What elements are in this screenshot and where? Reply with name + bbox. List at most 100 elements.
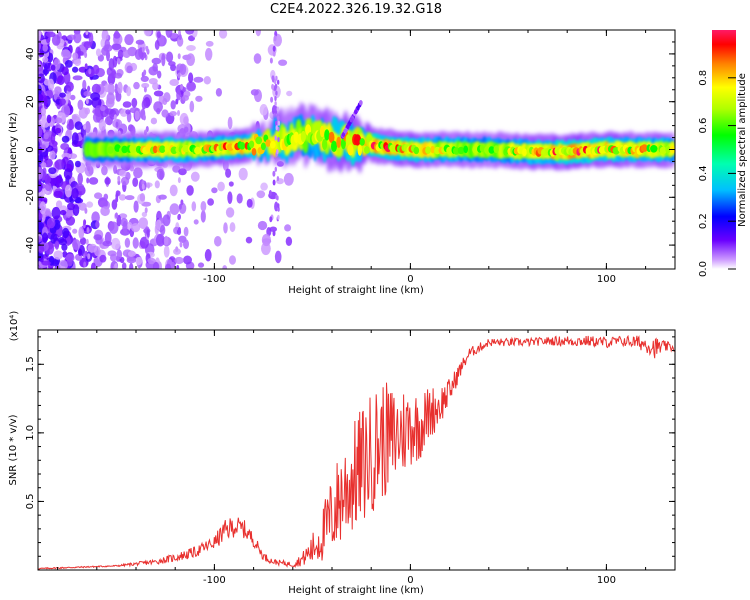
- spectrogram-wisp-blob: [277, 203, 280, 209]
- spectrogram-wisp-blob: [276, 106, 279, 112]
- spectrogram-streak-blob: [84, 63, 88, 70]
- spectrogram-wisp-blob: [274, 101, 277, 107]
- spectrogram-ridge-blob: [130, 145, 138, 153]
- spectrogram-streak-blob: [143, 52, 147, 59]
- spectrogram-y-ticks: -40 -20 0 20 40: [25, 29, 675, 270]
- spectrogram-noise-blob: [39, 257, 44, 263]
- spectrogram-noise-blob: [55, 175, 60, 189]
- spectrogram-streak-blob: [147, 182, 150, 189]
- spectrogram-noise-blob: [284, 224, 292, 232]
- spectrogram-noise-blob: [93, 234, 102, 241]
- spectrogram-noise-blob: [278, 59, 288, 66]
- spectrogram-noise-blob: [176, 36, 184, 47]
- spectrogram-noise-blob: [53, 250, 63, 260]
- spectrogram-noise-blob: [148, 78, 158, 85]
- spectrogram-noise-blob: [58, 238, 68, 246]
- spectrogram-noise-blob: [155, 233, 165, 247]
- spectrogram-noise-blob: [77, 99, 84, 111]
- spectrogram-noise-blob: [161, 53, 166, 67]
- spectrogram-noise-blob: [163, 235, 169, 246]
- spectrogram-streak-blob: [177, 214, 181, 221]
- spectrogram-noise-blob: [178, 168, 187, 176]
- spectrogram-noise-blob: [140, 75, 149, 82]
- spectrogram-noise-blob: [159, 224, 166, 236]
- spectrogram-noise-blob: [54, 240, 60, 250]
- spectrogram-streak-blob: [87, 253, 91, 260]
- spectrogram-noise-blob: [227, 191, 233, 204]
- spectrogram-noise-blob: [154, 180, 160, 189]
- spectrogram-streak-blob: [143, 86, 147, 93]
- spectrogram-noise-blob: [38, 42, 41, 51]
- spectrogram-x-axis-label: Height of straight line (km): [288, 285, 424, 296]
- snr-y-multiplier: (x10⁴): [9, 311, 20, 342]
- spectrogram-ridge-blob: [107, 146, 114, 154]
- spectrogram-ridge-blob: [251, 148, 257, 156]
- spectrogram-noise-blob: [43, 63, 48, 76]
- spectrogram-noise-blob: [60, 209, 67, 216]
- spectrogram-streak-blob: [270, 96, 274, 103]
- spectrogram-streak-blob: [85, 30, 89, 36]
- spectrogram-ridge-blob: [255, 136, 263, 145]
- spectrogram-ridge-blob: [430, 145, 436, 154]
- spectrogram-noise-blob: [65, 210, 76, 217]
- spectrogram-ridge-blob: [453, 147, 460, 155]
- spectrogram-noise-blob: [114, 72, 123, 79]
- spectrogram-ridge-blob: [322, 138, 328, 151]
- colorbar-gradient: [712, 30, 736, 269]
- spectrogram-noise-blob: [250, 89, 259, 96]
- spectrogram-noise-blob: [185, 30, 195, 35]
- spectrogram-noise-blob: [61, 66, 69, 76]
- spectrogram-noise-blob: [126, 65, 133, 74]
- spectrogram-noise-blob: [116, 214, 122, 227]
- spectrogram-streak-blob: [114, 263, 118, 269]
- spectrogram-noise-blob: [95, 220, 100, 229]
- spectrogram-noise-blob: [200, 201, 207, 212]
- snr-frame: [37, 329, 676, 571]
- spectrogram-noise-blob: [139, 193, 146, 202]
- spectrogram-wisp-blob: [276, 176, 280, 182]
- spectrogram-streak-blob: [115, 196, 119, 203]
- spectrogram-wisp-blob: [349, 117, 354, 123]
- spectrogram-wisp-blob: [276, 195, 279, 201]
- spectrogram-streak-blob: [272, 230, 276, 237]
- spectrogram-noise-blob: [38, 51, 44, 58]
- spectrogram-noise-blob: [117, 49, 124, 59]
- spectrogram-noise-blob: [42, 56, 49, 63]
- spectrogram-noise-blob: [94, 192, 103, 199]
- spectrogram-noise-blob: [90, 92, 101, 101]
- spectrogram-noise-blob: [104, 83, 110, 93]
- spectrogram-ridge-blob: [347, 144, 354, 156]
- spectrogram-noise-blob: [189, 100, 195, 113]
- spectrogram-wisp-blob: [274, 96, 277, 101]
- spectrogram-noise-blob: [111, 199, 118, 210]
- spectrogram-noise-blob: [78, 226, 85, 239]
- snr-x-tick-label: -100: [203, 575, 226, 586]
- spectrogram-noise-blob: [153, 90, 164, 97]
- spectrogram-noise-blob: [195, 95, 203, 102]
- spectrogram-streak-blob: [272, 179, 276, 186]
- spectrogram-noise-blob: [161, 109, 169, 118]
- spectrogram-noise-blob: [174, 256, 184, 265]
- spectrogram-noise-blob: [274, 250, 282, 264]
- spectrogram-streak-blob: [175, 98, 179, 105]
- spectrogram-noise-blob: [269, 226, 278, 232]
- spectrogram-ridge-blob: [164, 144, 170, 153]
- spectrogram-wisp-blob: [274, 135, 277, 141]
- spectrogram-streak-blob: [180, 83, 184, 90]
- spectrogram-wisp-blob: [275, 120, 278, 126]
- spectrogram-content: [38, 30, 675, 269]
- spectrogram-noise-blob: [51, 34, 61, 46]
- colorbar-tick-label: 0.2: [698, 213, 709, 229]
- spectrogram-noise-blob: [246, 198, 253, 208]
- spectrogram-noise-blob: [238, 167, 248, 181]
- spectrogram-noise-blob: [133, 81, 140, 90]
- snr-y-ticks: 0.5 1.0 1.5: [25, 336, 675, 557]
- spectrogram-ridge-blob: [121, 145, 128, 154]
- spectrogram-ridge-blob: [182, 144, 190, 153]
- spectrogram-streak-blob: [273, 35, 277, 42]
- spectrogram-noise-blob: [62, 227, 70, 239]
- spectrogram-ridge-blob: [522, 148, 527, 156]
- spectrogram-ridge-blob: [336, 136, 342, 149]
- spectrogram-ridge-blob: [493, 145, 499, 153]
- spectrogram-x-tick-label: 100: [597, 274, 616, 285]
